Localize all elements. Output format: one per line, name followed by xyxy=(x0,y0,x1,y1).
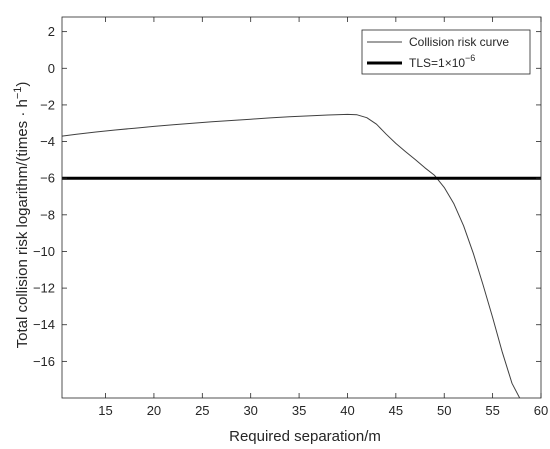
x-tick-label: 60 xyxy=(534,403,548,418)
legend-label-tls: TLS=1×10−6 xyxy=(409,53,475,70)
x-tick-label: 55 xyxy=(485,403,499,418)
y-tick-label: −16 xyxy=(33,354,55,369)
y-tick-label: −6 xyxy=(40,171,55,186)
x-tick-label: 35 xyxy=(292,403,306,418)
ticks-group: 15 20 25 30 35 40 45 50 55 6020−2−4−6−8−10−12−14−… xyxy=(33,17,548,418)
legend-label-tls-superscript: −6 xyxy=(465,53,475,63)
legend-label-collision-risk: Collision risk curve xyxy=(409,35,509,49)
x-tick-label: 40 xyxy=(340,403,354,418)
x-tick-label: 15 xyxy=(98,403,112,418)
x-tick-label: 45 xyxy=(389,403,403,418)
y-tick-label: 0 xyxy=(48,61,55,76)
y-tick-label: −14 xyxy=(33,317,55,332)
y-axis-label-close: ) xyxy=(14,82,31,87)
plot-area xyxy=(62,17,541,398)
legend: Collision risk curve TLS=1×10−6 xyxy=(361,29,531,75)
legend-label-tls-main: TLS=1×10 xyxy=(409,56,465,70)
legend-box xyxy=(361,29,531,75)
x-axis-label: Required separation/m xyxy=(229,428,381,445)
y-tick-label: −2 xyxy=(40,97,55,112)
x-tick-label: 50 xyxy=(437,403,451,418)
y-tick-label: −12 xyxy=(33,281,55,296)
y-axis-label: Total collision risk logarithm/(times · … xyxy=(12,82,31,349)
series-group xyxy=(62,113,541,398)
axes-box xyxy=(61,16,542,399)
y-axis-label-superscript: −1 xyxy=(12,87,24,100)
x-tick-label: 30 xyxy=(243,403,257,418)
y-axis-label-main: Total collision risk logarithm/(times · … xyxy=(14,99,31,348)
y-tick-label: 2 xyxy=(48,24,55,39)
x-tick-label: 20 xyxy=(147,403,161,418)
y-tick-label: −4 xyxy=(40,134,55,149)
collision-risk-curve xyxy=(62,113,521,398)
y-tick-label: −8 xyxy=(40,207,55,222)
axes-group xyxy=(61,16,542,399)
y-tick-label: −10 xyxy=(33,244,55,259)
x-tick-label: 25 xyxy=(195,403,209,418)
plot-background xyxy=(62,17,541,398)
